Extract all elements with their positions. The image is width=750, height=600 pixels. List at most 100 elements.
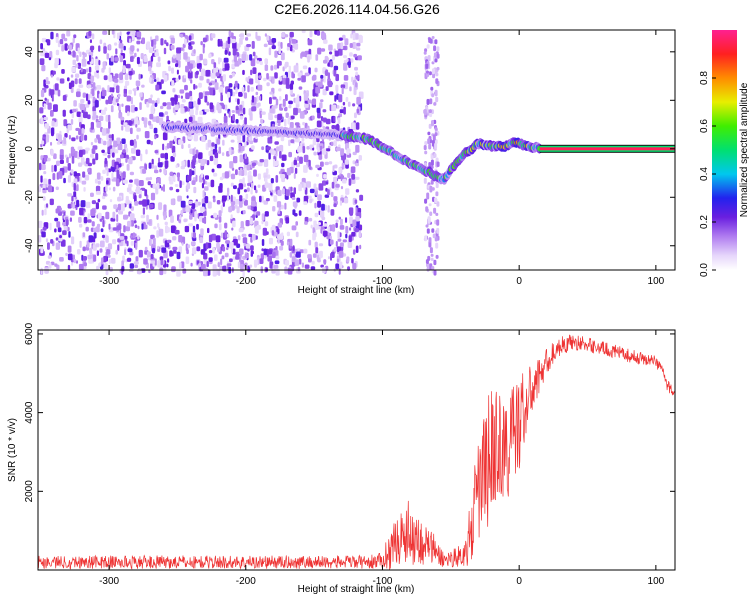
noise-cell (172, 250, 177, 254)
noise-cell (229, 258, 233, 263)
noise-cell (271, 45, 276, 50)
noise-cell (342, 34, 346, 40)
ridge-track (160, 120, 675, 185)
noise-cell (135, 149, 141, 156)
noise-cell (249, 78, 254, 85)
noise-cell (343, 106, 346, 115)
noise-cell (156, 77, 160, 83)
noise-cell (352, 160, 356, 165)
noise-cell (229, 74, 233, 79)
noise-cell (103, 255, 107, 263)
noise-cell (247, 182, 251, 187)
noise-cell (151, 39, 154, 47)
noise-cell (208, 150, 214, 157)
noise-cell (342, 101, 346, 106)
noise-cell (238, 170, 242, 176)
noise-cell (194, 154, 198, 159)
noise-cell (187, 159, 190, 168)
noise-cell (67, 77, 70, 82)
noise-cell (195, 201, 199, 208)
noise-cell (193, 83, 196, 90)
noise-cell (87, 219, 92, 223)
noise-cell (241, 86, 245, 94)
noise-cell (307, 159, 311, 168)
noise-cell (306, 181, 311, 188)
noise-cell (264, 254, 267, 259)
spectrogram-x-ticks: -300 -200 -100 0 100 (99, 30, 665, 287)
noise-cell (289, 252, 293, 258)
streak-cell (435, 212, 439, 216)
noise-cell (211, 33, 216, 39)
noise-cell (299, 156, 303, 164)
noise-cell (75, 63, 79, 68)
noise-cell (281, 188, 285, 195)
noise-cell (146, 41, 151, 50)
x-tick-label: 0 (516, 276, 522, 287)
noise-cell (213, 172, 218, 177)
noise-cell (44, 123, 49, 129)
noise-cell (270, 178, 274, 184)
noise-cell (175, 63, 179, 68)
y-tick-label: 4000 (24, 401, 35, 424)
noise-cell (180, 165, 185, 170)
noise-cell (185, 65, 189, 73)
noise-cell (266, 146, 271, 151)
noise-cell (276, 201, 282, 208)
noise-cell (145, 177, 150, 181)
noise-cell (123, 93, 127, 97)
noise-cell (184, 225, 190, 233)
noise-cell (118, 210, 123, 215)
noise-cell (180, 107, 185, 114)
noise-cell (201, 135, 206, 142)
noise-cell (216, 200, 221, 205)
noise-cell (116, 103, 120, 107)
noise-cell (79, 149, 83, 158)
noise-cell (238, 91, 243, 97)
noise-cell (218, 86, 224, 93)
noise-cell (142, 207, 145, 215)
noise-cell (166, 42, 169, 47)
y-tick-label: 0 (24, 146, 35, 152)
noise-cell (330, 253, 332, 261)
noise-cell (312, 88, 316, 97)
noise-cell (257, 161, 263, 167)
noise-cell (206, 261, 209, 268)
noise-cell (312, 233, 316, 241)
noise-cell (87, 213, 90, 219)
noise-cell (92, 236, 96, 243)
noise-cell (284, 106, 288, 112)
noise-cell (57, 89, 61, 97)
noise-cell (56, 221, 61, 228)
noise-cell (243, 156, 249, 164)
noise-cell (168, 65, 171, 72)
noise-cell (204, 95, 208, 103)
noise-cell (268, 112, 273, 120)
noise-cell (340, 84, 346, 89)
noise-cell (47, 255, 52, 259)
noise-cell (105, 211, 110, 220)
noise-cell (196, 246, 201, 252)
noise-cell (253, 211, 256, 215)
noise-cell (85, 226, 89, 232)
colorbar-tick-label: 0.6 (699, 119, 710, 133)
noise-cell (136, 127, 141, 132)
noise-cell (42, 196, 46, 201)
noise-cell (76, 111, 81, 117)
noise-cell (116, 32, 120, 40)
noise-cell (116, 164, 119, 171)
noise-cell (108, 74, 112, 82)
streak-cell (426, 192, 430, 200)
noise-cell (188, 42, 192, 46)
noise-cell (257, 173, 261, 180)
noise-cell (89, 39, 92, 44)
noise-cell (294, 43, 299, 50)
noise-cell (100, 138, 104, 145)
noise-cell (261, 239, 265, 246)
noise-cell (338, 94, 343, 103)
noise-cell (62, 95, 67, 101)
noise-cell (81, 127, 84, 136)
noise-cell (335, 219, 339, 223)
noise-cell (122, 65, 126, 74)
streak-cell (431, 36, 435, 39)
noise-cell (193, 49, 196, 54)
